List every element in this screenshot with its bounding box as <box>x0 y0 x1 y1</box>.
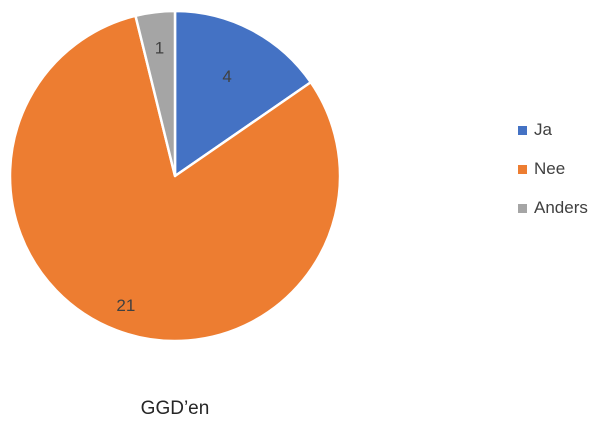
pie-slice-ja <box>173 9 313 178</box>
pie-slices <box>8 9 342 343</box>
pie-slice-nee <box>8 14 342 343</box>
data-label-anders: 1 <box>155 39 164 58</box>
legend-item-ja: Ja <box>518 120 588 140</box>
legend-swatch-ja <box>518 125 527 135</box>
legend: Ja Nee Anders <box>518 120 588 237</box>
pie-slice-anders <box>134 9 177 178</box>
chart-caption: GGD’en <box>140 398 210 419</box>
data-label-nee: 21 <box>116 296 135 315</box>
legend-label-anders: Anders <box>534 198 588 217</box>
legend-item-anders: Anders <box>518 198 588 218</box>
legend-swatch-anders <box>518 203 527 213</box>
legend-label-ja: Ja <box>534 120 552 139</box>
legend-label-nee: Nee <box>534 159 566 178</box>
data-labels: 4 21 1 <box>116 39 231 315</box>
legend-item-nee: Nee <box>518 159 588 179</box>
legend-swatch-nee <box>518 164 527 174</box>
data-label-ja: 4 <box>222 67 231 86</box>
